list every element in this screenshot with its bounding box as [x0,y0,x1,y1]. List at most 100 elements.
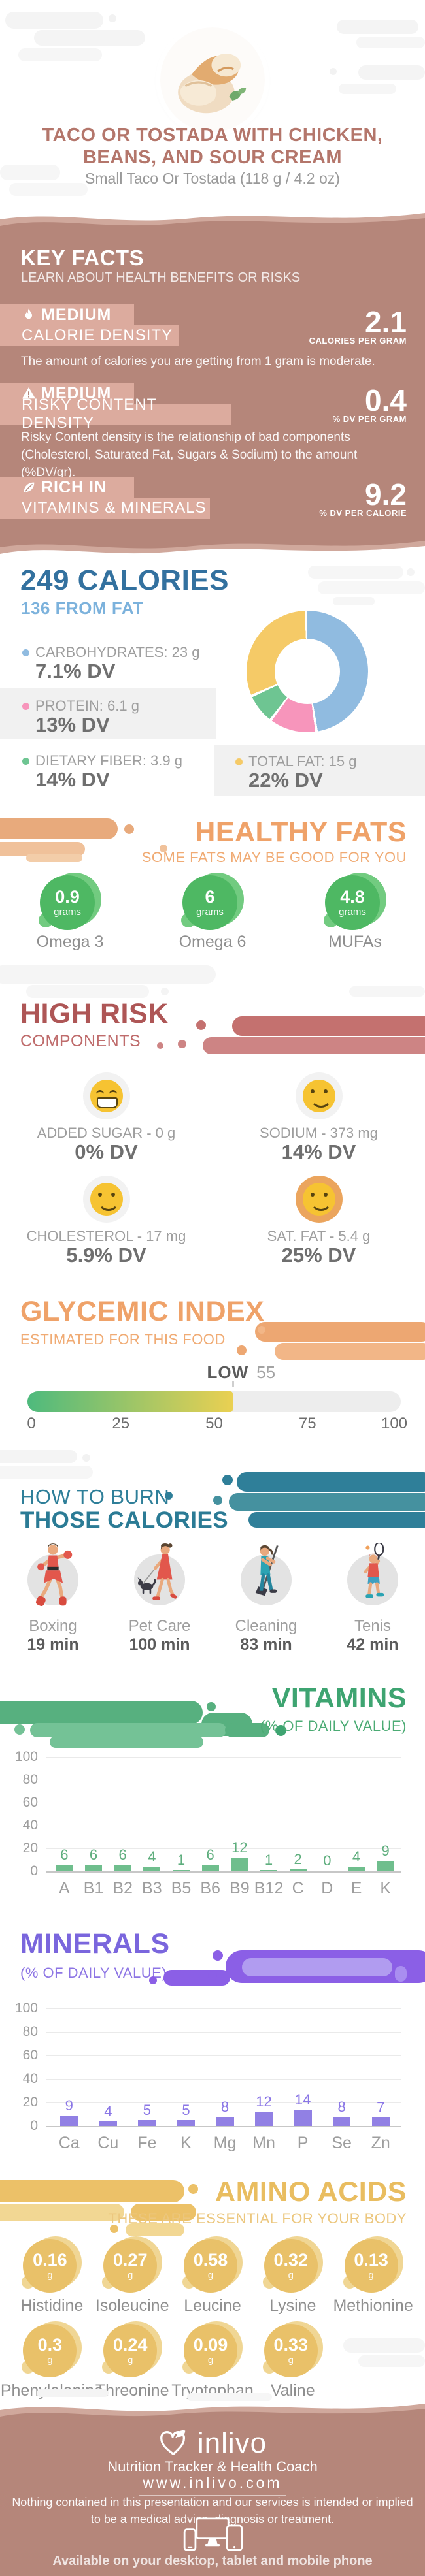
fact-badge-name: RISKY CONTENT DENSITY [0,396,231,432]
x-axis-label: B5 [171,1879,192,1897]
deco-blob [0,842,85,856]
fat-label: Omega 3 [36,933,104,951]
high-risk-subtitle: COMPONENTS [20,1032,141,1050]
deco-blob [0,1466,93,1479]
amino-badge: 0.09 g [182,2321,243,2381]
sodium-emoji-circle [296,1072,343,1119]
x-axis-label: D [321,1879,333,1897]
fact-badge-level: MEDIUM [0,304,134,325]
fat-label: Omega 6 [178,933,246,951]
y-axis-label: 20 [22,2095,38,2110]
vitamins-title: VITAMINS [271,1682,407,1714]
amino-acid-item: 0.24 g Threonine [92,2321,173,2406]
website-link[interactable]: www.inlivo.com [139,2474,286,2496]
activity-label: Boxing [29,1617,77,1635]
bar-Mn [255,2112,273,2126]
deco-blob [163,1970,230,1986]
bar-value: 12 [231,1839,248,1856]
deco-blob [213,1496,222,1505]
amino-unit: g [288,2355,294,2366]
bar-Mg [216,2116,234,2126]
amino-acids-title: AMINO ACIDS [215,2176,407,2208]
deco-blob [149,1976,157,1984]
amino-acid-item: 0.27 g Isoleucine [92,2236,173,2321]
leaf-icon [24,482,35,492]
deco-blob [308,566,403,579]
x-axis-label: B6 [200,1879,220,1897]
gridline-0 [46,1871,401,1873]
amino-grams: 0.16 [33,2249,67,2270]
legend-label: CARBOHYDRATES: 23 g [35,644,200,660]
fact-badge-text: MEDIUM [41,383,112,402]
x-axis-label: B12 [254,1879,284,1897]
glycemic-gauge [27,1391,401,1412]
x-axis-label: Cu [97,2134,119,2152]
fact-description: Risky Content density is the relationshi… [21,430,358,479]
minerals-title: MINERALS [20,1928,170,1959]
fat-label: MUFAs [328,933,382,951]
amino-acid-item: 0.32 g Lysine [252,2236,333,2321]
blob-value: 0.13 g [344,2239,398,2293]
gridline-20 [46,1848,401,1849]
x-axis-label: Se [332,2134,352,2152]
deco-blob [222,1475,233,1485]
risk-dv: 14% DV [281,1140,356,1163]
deco-blob [34,30,145,46]
deco-blob [0,165,60,180]
blob-value: 0.33 g [264,2324,318,2377]
bar-B3 [143,1867,161,1871]
tennis-figure-icon [364,1543,384,1598]
amino-grams: 0.3 [37,2334,63,2355]
deco-blob [18,48,102,61]
blob-value: 0.09 g [183,2324,237,2377]
deco-blob [208,1971,217,1980]
omega6-badge: 6 grams [181,873,244,935]
activity-minutes: 83 min [240,1635,292,1654]
x-axis-label: B1 [83,1879,104,1897]
bar-value: 6 [118,1846,127,1863]
deco-blob [349,986,425,997]
blob-value: 0.24 g [103,2324,158,2377]
gauge-category: LOW [207,1362,249,1382]
amino-unit: g [288,2270,294,2281]
sat-fat-emoji-circle [296,1176,343,1223]
y-axis-label: 60 [22,2048,38,2063]
devices-icon [183,2517,243,2551]
bar-Ca [60,2115,78,2126]
amino-label: Valine [270,2381,315,2400]
deco-blob [109,14,116,22]
gauge-fill [27,1391,233,1412]
deco-blob [237,1472,425,1492]
amino-unit: g [207,2270,214,2281]
amino-label: Isoleucine [95,2296,169,2315]
y-axis-label: 80 [22,2024,38,2039]
fat-unit: grams [339,907,366,918]
risk-label: SAT. FAT - 5.4 g [267,1228,371,1244]
blob-value: 0.3 g [23,2324,77,2377]
gridline-100 [46,2008,401,2009]
activity-boxing: Boxing 19 min [1,1543,105,1655]
bar-E [348,1867,365,1871]
activity-pet-care: Pet Care 100 min [107,1543,212,1655]
deco-blob [407,568,415,576]
page-title-line2: BEANS, AND SOUR CREAM [82,147,343,168]
deco-blob [255,1322,425,1342]
fat-grams: 4.8 [340,886,365,907]
glycemic-title: GLYCEMIC INDEX [20,1296,265,1327]
availability-note: Available on your desktop, tablet and mo… [52,2554,373,2568]
fact-value: 2.1 [365,305,407,339]
amino-label: Leucine [184,2296,241,2315]
key-facts-subtitle: LEARN ABOUT HEALTH BENEFITS OR RISKS [21,270,301,285]
legend-dv: 22% DV [248,769,323,792]
legend-label: PROTEIN: 6.1 g [35,698,139,714]
bar-value: 6 [60,1846,69,1863]
legend-dot-protein [22,703,29,710]
bar-B2 [114,1864,131,1871]
deco-blob [358,65,425,80]
gauge-marker [231,1381,234,1387]
y-axis-label: 80 [22,1772,38,1787]
bar-Cu [99,2121,117,2126]
x-axis-label: Mn [252,2134,275,2152]
risk-dv: 5.9% DV [66,1244,146,1266]
bar-K [177,2120,195,2126]
